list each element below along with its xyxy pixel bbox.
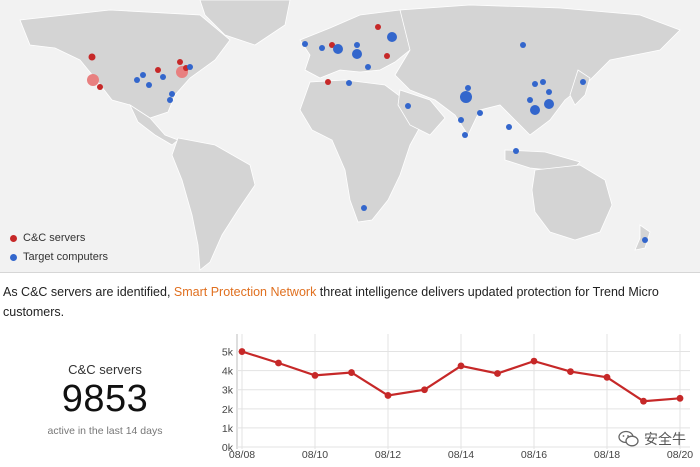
watermark: 安全牛	[618, 429, 686, 449]
target-computer-marker	[187, 64, 193, 70]
cc-server-marker	[97, 84, 103, 90]
x-tick-label: 08/20	[667, 449, 693, 461]
target-computer-marker	[361, 205, 367, 211]
australia-landmass	[531, 164, 613, 241]
data-point[interactable]	[311, 372, 319, 379]
target-computer-marker	[354, 42, 360, 48]
x-tick-label: 08/16	[521, 449, 547, 461]
data-point[interactable]	[603, 373, 611, 381]
data-point[interactable]	[348, 369, 355, 376]
cc-server-marker	[384, 53, 390, 59]
data-point[interactable]	[640, 397, 647, 405]
world-map-graphic	[19, 0, 681, 271]
cc-server-marker	[155, 67, 161, 73]
data-point[interactable]	[676, 394, 684, 402]
smart-protection-network-link[interactable]: Smart Protection Network	[173, 285, 317, 299]
target-computer-marker	[134, 77, 140, 83]
x-tick-label: 08/10	[302, 449, 328, 461]
stat-subtitle: active in the last 14 days	[47, 425, 163, 437]
target-computer-marker	[477, 110, 483, 116]
target-computer-marker	[319, 45, 325, 51]
target-computer-marker	[405, 103, 411, 109]
central-america-landmass	[129, 103, 179, 146]
description-before: As C&C servers are identified,	[3, 285, 174, 299]
legend-cc-label: C&C servers	[23, 232, 86, 244]
y-tick-label: 1k	[222, 423, 234, 435]
target-computer-marker	[544, 99, 554, 109]
north-america-landmass	[19, 9, 231, 119]
target-computer-marker	[387, 32, 397, 42]
target-computer-marker	[160, 74, 166, 80]
y-tick-label: 4k	[222, 366, 234, 378]
target-computer-marker	[642, 237, 648, 243]
target-computer-marker	[140, 72, 146, 78]
legend-target-computers: Target computers	[10, 251, 108, 263]
stat-value: 9853	[61, 378, 149, 420]
target-computer-marker	[169, 91, 175, 97]
europe-landmass	[299, 9, 421, 79]
cc-server-marker	[375, 24, 381, 30]
target-computer-marker	[365, 64, 371, 70]
data-point[interactable]	[567, 368, 574, 375]
data-point[interactable]	[238, 348, 246, 355]
target-computer-marker	[580, 79, 586, 85]
target-computer-marker	[532, 81, 538, 87]
cc-server-marker	[177, 59, 183, 65]
cc-server-marker	[329, 42, 335, 48]
y-tick-label: 3k	[222, 385, 234, 397]
cc-server-marker	[88, 53, 96, 61]
target-computer-marker	[346, 80, 352, 86]
south-america-landmass	[171, 137, 256, 271]
target-computer-marker	[540, 79, 546, 85]
arabia-landmass	[397, 89, 446, 136]
y-tick-label: 0k	[222, 442, 234, 454]
data-point[interactable]	[384, 392, 392, 399]
cc-server-marker	[325, 79, 331, 85]
japan-landmass	[569, 69, 591, 106]
watermark-text: 安全牛	[644, 431, 686, 447]
africa-landmass	[299, 79, 426, 223]
target-computer-marker	[465, 85, 471, 91]
description-after: threat intelligence delivers updated pro…	[3, 285, 659, 319]
cc-servers-line-chart: 0k 1k 2k 3k 4k 5k 08/08 08/10 08/12 08/14 08/16 08/…	[222, 334, 693, 461]
legend-cc-servers: C&C servers	[10, 232, 85, 244]
target-computer-marker	[146, 82, 152, 88]
greenland-landmass	[199, 0, 291, 46]
target-computer-marker	[167, 97, 173, 103]
stat-title: C&C servers	[68, 362, 142, 377]
target-computer-marker	[513, 148, 519, 154]
new-zealand-landmass	[634, 224, 651, 251]
data-point[interactable]	[457, 362, 465, 370]
data-point[interactable]	[530, 357, 538, 365]
description-text: As C&C servers are identified, Smart Pro…	[3, 282, 683, 322]
y-tick-label: 5k	[222, 347, 234, 359]
x-tick-label: 08/08	[229, 449, 255, 461]
target-computer-marker	[302, 41, 308, 47]
target-computer-marker	[506, 124, 512, 130]
data-point[interactable]	[275, 359, 282, 367]
target-computer-marker	[333, 44, 343, 54]
target-computer-marker	[458, 117, 464, 123]
x-tick-label: 08/14	[448, 449, 474, 461]
target-computer-marker	[352, 49, 362, 59]
target-legend-dot	[10, 253, 17, 261]
world-map[interactable]: C&C servers Target computers	[0, 0, 700, 273]
data-point[interactable]	[421, 386, 428, 394]
y-tick-label: 2k	[222, 404, 234, 416]
target-computer-marker	[530, 105, 540, 115]
target-computer-marker	[527, 97, 533, 103]
x-tick-label: 08/18	[594, 449, 620, 461]
cc-server-stat: C&C servers 9853 active in the last 14 d…	[0, 340, 210, 467]
x-tick-label: 08/12	[375, 449, 401, 461]
wechat-icon	[618, 430, 639, 447]
cc-legend-dot	[10, 234, 17, 242]
target-computer-marker	[546, 89, 552, 95]
legend-target-label: Target computers	[23, 251, 108, 263]
target-computer-marker	[462, 132, 468, 138]
target-computer-marker	[520, 42, 526, 48]
cc-server-marker	[87, 74, 99, 86]
target-computer-marker	[460, 91, 472, 103]
data-point[interactable]	[494, 370, 501, 377]
